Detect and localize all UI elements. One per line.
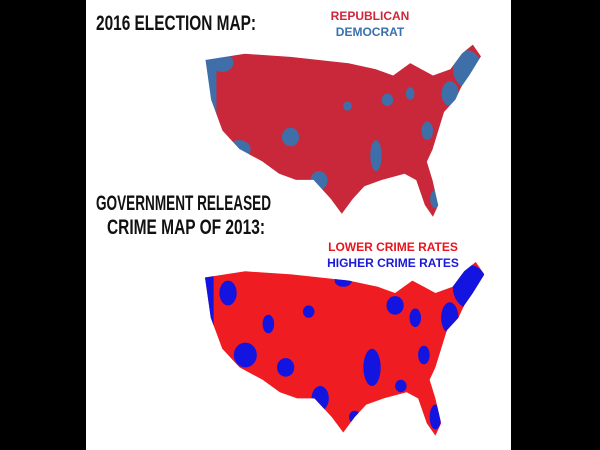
legend-republican: REPUBLICAN xyxy=(331,9,410,23)
legend-higher: HIGHER CRIME RATES xyxy=(327,256,459,270)
crime-title-line-2: CRIME MAP OF 2013: xyxy=(107,216,265,239)
crime-title-line-1: GOVERNMENT RELEASED xyxy=(96,192,271,215)
election-title: 2016 ELECTION MAP: xyxy=(96,12,256,35)
legend-lower: LOWER CRIME RATES xyxy=(328,240,458,254)
legend-democrat: DEMOCRAT xyxy=(336,25,405,39)
